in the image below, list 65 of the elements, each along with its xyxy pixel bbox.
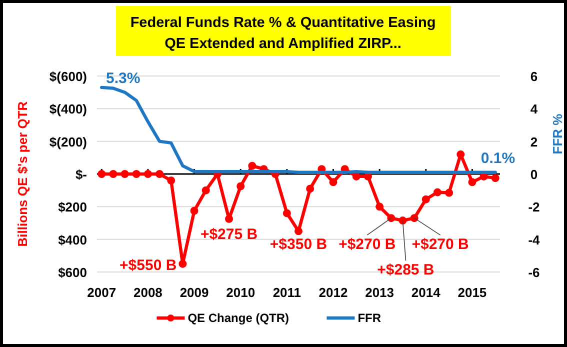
point (144, 170, 152, 178)
point (398, 216, 407, 225)
y2-tick-label: -6 (528, 265, 540, 280)
y-tick-label: $(600) (49, 69, 87, 84)
y2-axis-title: FFR % (550, 113, 565, 154)
point (433, 188, 442, 196)
y-tick-label: $400 (58, 232, 87, 248)
point (120, 170, 129, 178)
point (468, 178, 476, 186)
point (98, 170, 106, 178)
chart-subtitle: QE Extended and Amplified ZIRP... (164, 36, 402, 52)
point (352, 172, 360, 180)
point (445, 188, 454, 197)
point (236, 182, 245, 190)
annotation: +$275 B (200, 226, 258, 243)
annotation: +$270 B (338, 236, 396, 254)
annotation: +$270 B (412, 236, 470, 254)
point (248, 162, 256, 170)
y-tick-label: $- (75, 167, 87, 182)
x-tick-label: 2013 (365, 285, 394, 300)
point (109, 170, 118, 178)
point (156, 170, 164, 178)
y2-tick-label: 0 (530, 167, 538, 182)
x-tick-label: 2007 (87, 285, 116, 300)
x-tick-label: 2009 (180, 285, 209, 300)
y2-tick-label: -2 (528, 200, 540, 215)
annotation: +$350 B (270, 236, 328, 254)
y2-tick-label: 4 (530, 102, 538, 117)
y-axis-title: Billions QE $'s per QTR (15, 100, 30, 247)
y2-tick-label: 6 (530, 69, 538, 84)
point (132, 170, 140, 178)
point (225, 214, 234, 223)
annotation: 5.3% (106, 70, 140, 87)
y-tick-label: $(400) (49, 102, 87, 117)
annotation: 0.1% (480, 150, 516, 167)
point (387, 214, 396, 222)
y-tick-label: $(200) (49, 134, 87, 150)
point (202, 186, 210, 194)
x-tick-label: 2011 (272, 285, 302, 300)
point (422, 195, 430, 204)
point (329, 178, 338, 186)
point (376, 202, 384, 211)
x-tick-label: 2015 (458, 285, 487, 300)
legend-label: FFR (358, 311, 382, 325)
point (294, 227, 302, 236)
point (410, 214, 418, 222)
point (190, 206, 198, 215)
y-tick-label: $200 (58, 200, 87, 215)
annotation: +$285 B (377, 262, 434, 279)
point (282, 209, 291, 218)
point (456, 150, 465, 158)
annotation: +$550 B (120, 256, 177, 274)
y-tick-label: $600 (58, 265, 87, 280)
point (306, 184, 314, 193)
legend-label: QE Change (QTR) (188, 311, 290, 325)
chart-title: Federal Funds Rate % & Quantitative Easing (130, 15, 436, 31)
x-tick-label: 2008 (133, 285, 162, 300)
point (491, 174, 500, 182)
y2-tick-label: 2 (530, 134, 538, 150)
x-tick-label: 2012 (318, 285, 348, 300)
point (178, 260, 187, 268)
x-tick-label: 2010 (226, 285, 256, 300)
y2-tick-label: -4 (528, 232, 541, 248)
point (167, 176, 176, 185)
x-tick-label: 2014 (411, 285, 442, 300)
